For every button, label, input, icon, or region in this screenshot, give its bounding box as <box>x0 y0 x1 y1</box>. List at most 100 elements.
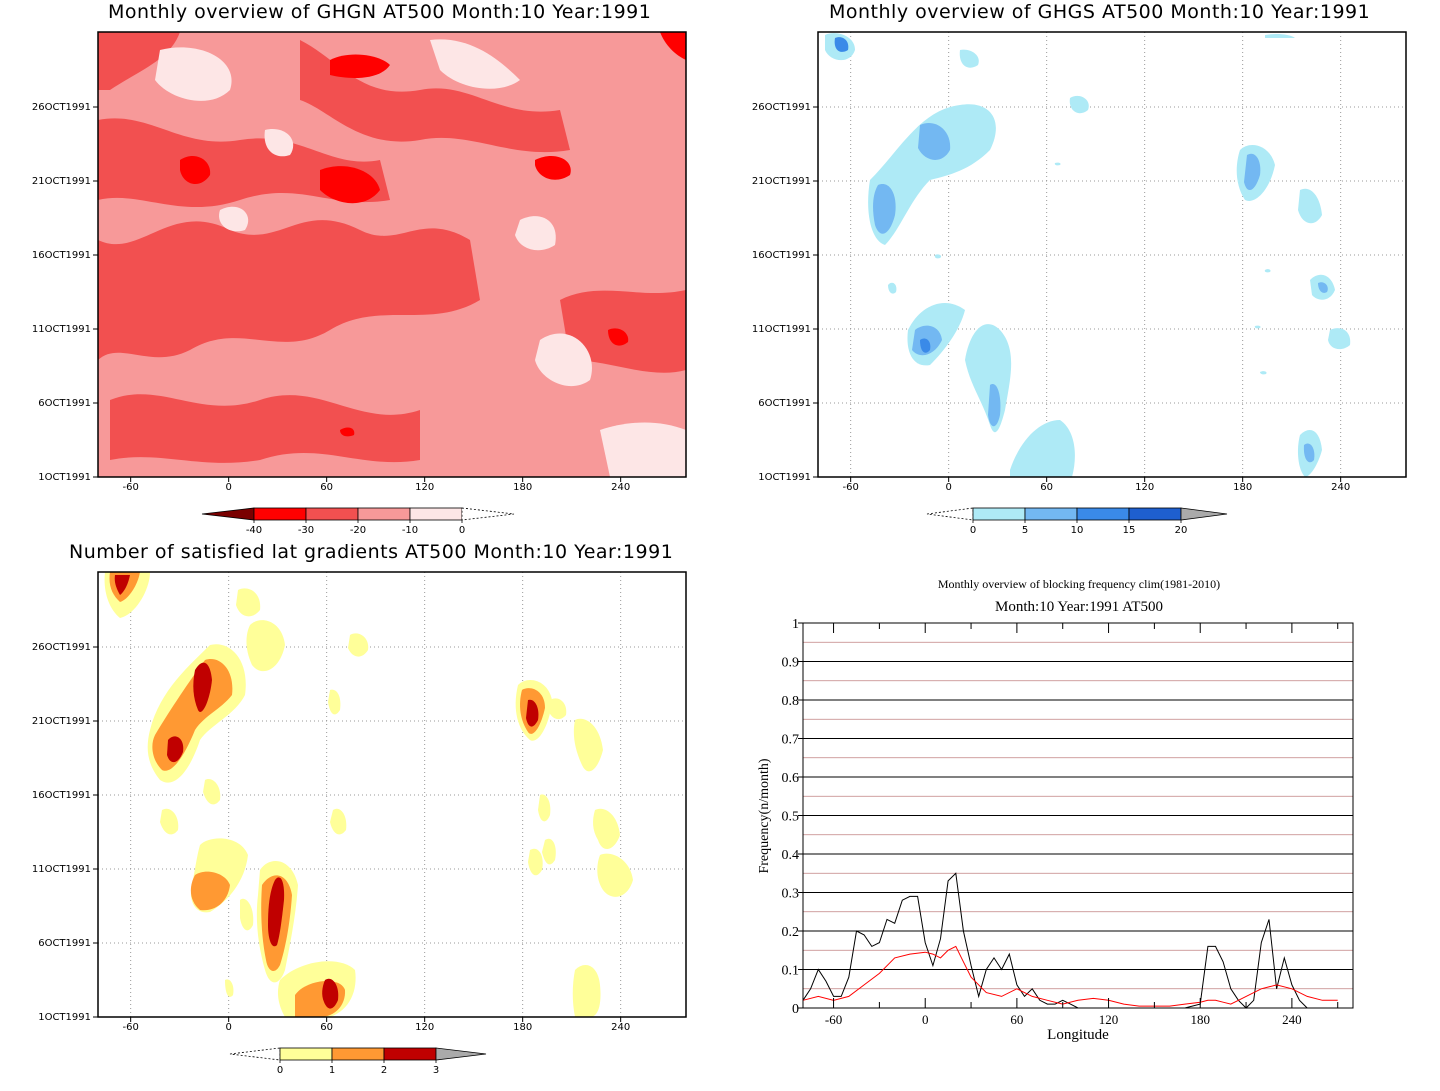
x-tick-label: 120 <box>415 482 434 493</box>
colorbar-label: -10 <box>402 525 418 536</box>
x-tick-label: -60 <box>122 1022 138 1033</box>
blocking-axes: 0 0.1 0.2 0.3 0.4 0.5 0.6 0.7 0.8 0.9 1 -60 0 60 120 18… <box>782 617 1339 1027</box>
lat-gradients-field <box>104 572 633 1017</box>
colorbar-label: -20 <box>350 525 366 536</box>
colorbar-swatch <box>972 507 1026 521</box>
colorbar-label: -30 <box>298 525 314 536</box>
x-tick-label: 120 <box>1135 482 1154 493</box>
blocking-grid <box>803 641 1353 990</box>
y-tick-label: 16OCT1991 <box>32 250 91 261</box>
ghgs-heatmap: -60 0 60 120 180 240 1OCT1991 6OCT1991 11OCT1991… <box>752 31 1407 536</box>
y-tick-label: 21OCT1991 <box>752 176 811 187</box>
colorbar-extend-high <box>435 1047 487 1061</box>
y-tick-label: 26OCT1991 <box>32 642 91 653</box>
y-tick-label: 16OCT1991 <box>752 250 811 261</box>
x-tick-label: 180 <box>1190 1012 1210 1027</box>
colorbar-label: 15 <box>1123 525 1136 536</box>
x-tick-label: 0 <box>225 1022 231 1033</box>
y-tick-label: 0.2 <box>782 925 800 940</box>
colorbar-label: 0 <box>459 525 465 536</box>
x-tick-label: 60 <box>1040 482 1053 493</box>
y-tick-label: 11OCT1991 <box>32 324 91 335</box>
colorbar-label: 1 <box>329 1065 335 1076</box>
x-tick-label: 60 <box>1010 1012 1023 1027</box>
x-tick-label: 60 <box>320 482 333 493</box>
colorbar-label: 3 <box>433 1065 439 1076</box>
y-tick-label: 6OCT1991 <box>758 398 811 409</box>
x-tick-label: 180 <box>1233 482 1252 493</box>
x-tick-label: 240 <box>611 1022 630 1033</box>
y-tick-label: 0.1 <box>782 964 800 979</box>
colorbar-swatch <box>1076 507 1130 521</box>
series-line-black <box>802 872 1308 1009</box>
br-title: Monthly overview of blocking frequency c… <box>938 577 1220 591</box>
ghgn-heatmap: -60 0 60 120 180 240 1OCT1991 6OCT1991 11OCT1991… <box>32 31 687 536</box>
ghgn-field <box>98 32 686 477</box>
y-tick-label: 11OCT1991 <box>32 864 91 875</box>
y-tick-label: 0.5 <box>782 810 800 825</box>
y-tick-label: 0.6 <box>782 771 800 786</box>
colorbar-label: -40 <box>246 525 262 536</box>
br-subtitle: Month:10 Year:1991 AT500 <box>995 599 1163 615</box>
y-tick-label: 1OCT1991 <box>38 472 91 483</box>
x-tick-label: 0 <box>225 482 231 493</box>
tl-title: Monthly overview of GHGN AT500 Month:10 … <box>108 1 652 23</box>
colorbar-swatch <box>357 507 411 521</box>
colorbar-swatch <box>1024 507 1078 521</box>
colorbar-extend-high <box>1180 507 1228 521</box>
y-tick-label: 0.4 <box>782 848 800 863</box>
ghgs-colorbar: 0 5 10 15 20 <box>926 507 1228 536</box>
colorbar-swatch <box>253 507 307 521</box>
x-tick-label: 120 <box>1099 1012 1119 1027</box>
x-tick-label: -60 <box>825 1012 842 1027</box>
colorbar-label: 0 <box>277 1065 283 1076</box>
colorbar-extend-low <box>201 507 255 521</box>
y-tick-label: 16OCT1991 <box>32 790 91 801</box>
ghgs-axes: -60 0 60 120 180 240 1OCT1991 6OCT1991 11OCT1991… <box>752 102 1350 493</box>
y-tick-label: 26OCT1991 <box>752 102 811 113</box>
y-tick-label: 6OCT1991 <box>38 398 91 409</box>
colorbar-extend-low <box>926 507 974 521</box>
colorbar-swatch <box>409 507 463 521</box>
colorbar-label: 5 <box>1022 525 1028 536</box>
y-tick-label: 21OCT1991 <box>32 176 91 187</box>
x-tick-label: -60 <box>842 482 858 493</box>
colorbar-swatch <box>305 507 359 521</box>
lat-gradients-heatmap: -60 0 60 120 180 2401OCT19916OCT199111OCT1991… <box>32 571 687 1076</box>
x-tick-label: 60 <box>320 1022 333 1033</box>
x-tick-label: 240 <box>611 482 630 493</box>
colorbar-swatch <box>331 1047 385 1061</box>
colorbar-swatch <box>1128 507 1182 521</box>
series-line-red <box>802 945 1338 1007</box>
x-tick-label: 0 <box>922 1012 929 1027</box>
colorbar-label: 0 <box>970 525 976 536</box>
colorbar-label: 2 <box>381 1065 387 1076</box>
x-tick-label: 240 <box>1282 1012 1302 1027</box>
y-tick-label: 0.3 <box>782 887 800 902</box>
blocking-series <box>802 872 1338 1009</box>
y-tick-label: 1 <box>792 617 799 632</box>
ghgs-field <box>825 33 1351 477</box>
bl-title: Number of satisfied lat gradients AT500 … <box>69 541 674 563</box>
x-tick-label: 180 <box>513 1022 532 1033</box>
colorbar-label: 10 <box>1071 525 1084 536</box>
y-tick-label: 0.8 <box>782 694 800 709</box>
x-tick-label: 120 <box>415 1022 434 1033</box>
x-axis-label: Longitude <box>1047 1027 1109 1043</box>
y-tick-label: 26OCT1991 <box>32 102 91 113</box>
y-axis-label: Frequency(n/month) <box>757 758 772 873</box>
y-tick-label: 11OCT1991 <box>752 324 811 335</box>
y-tick-label: 1OCT1991 <box>38 1012 91 1023</box>
ghgn-axes: -60 0 60 120 180 240 1OCT1991 6OCT1991 11OCT1991… <box>32 102 630 493</box>
lat-gradients-axes: -60 0 60 120 180 240 1OCT1991 6OCT1991 11OCT1991… <box>32 642 630 1033</box>
x-tick-label: -60 <box>122 482 138 493</box>
y-tick-label: 0.9 <box>782 656 800 671</box>
tr-title: Monthly overview of GHGS AT500 Month:10 … <box>829 1 1371 23</box>
colorbar-extend-low <box>229 1047 281 1061</box>
blocking-frequency-chart: Monthly overview of blocking frequency c… <box>757 577 1354 1043</box>
colorbar-swatch <box>279 1047 333 1061</box>
y-tick-label: 0.7 <box>782 733 800 748</box>
colorbar-swatch <box>383 1047 437 1061</box>
y-tick-label: 1OCT1991 <box>758 472 811 483</box>
colorbar-extend-high <box>461 507 515 521</box>
